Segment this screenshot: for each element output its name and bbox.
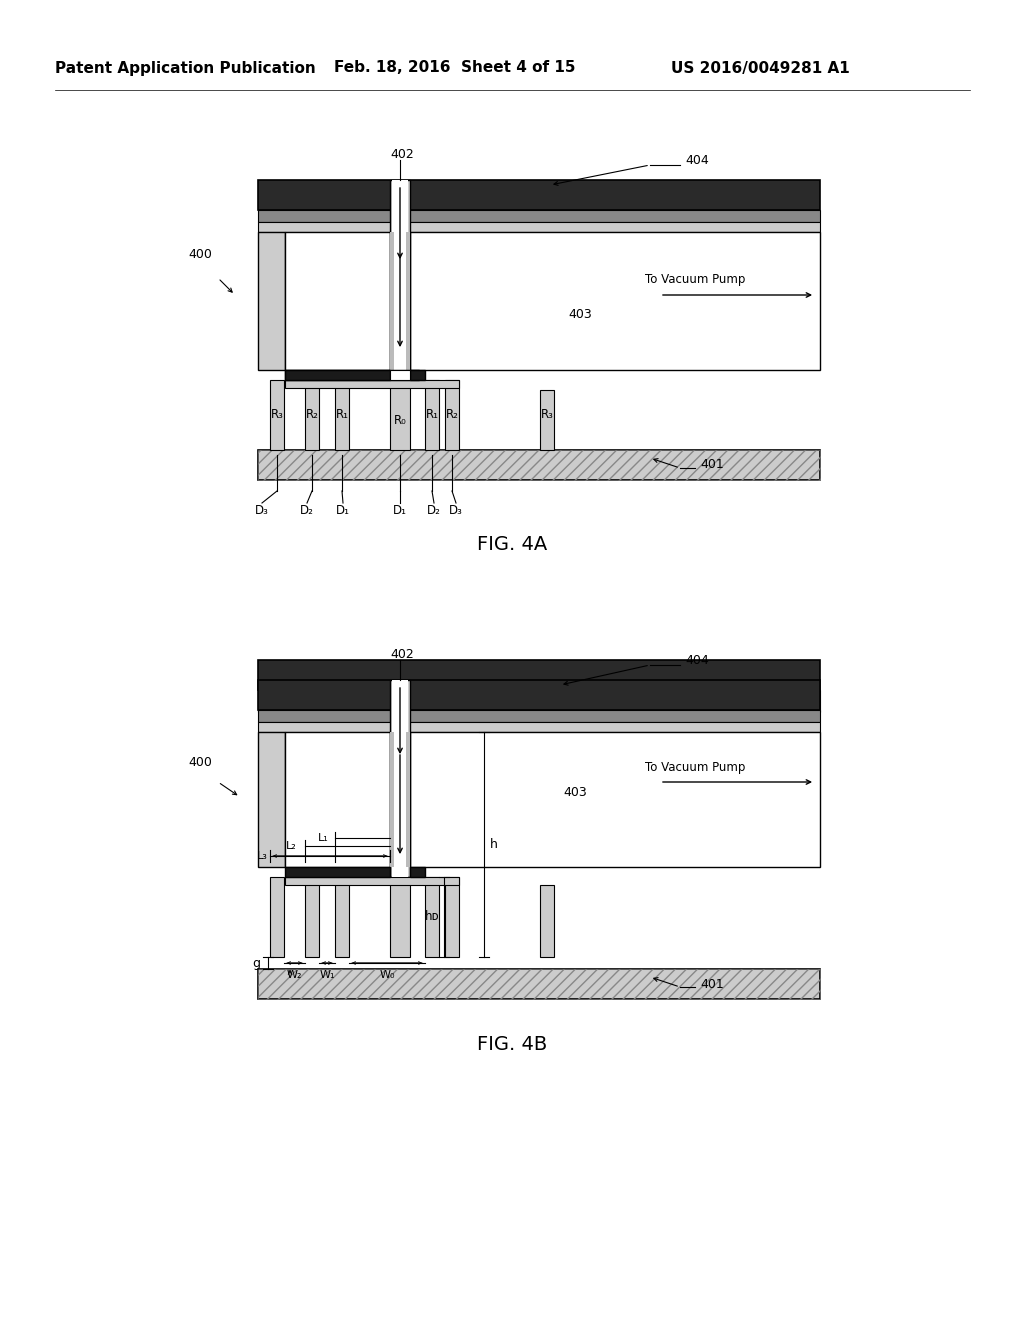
Bar: [410, 232, 820, 370]
Text: Patent Application Publication: Patent Application Publication: [54, 61, 315, 75]
Bar: [285, 380, 459, 388]
Bar: [285, 867, 390, 876]
Text: FIG. 4A: FIG. 4A: [477, 536, 547, 554]
Bar: [270, 380, 284, 450]
Text: R₂: R₂: [445, 408, 459, 421]
Text: D₂: D₂: [300, 504, 314, 517]
Text: g: g: [252, 957, 260, 969]
Text: R₁: R₁: [426, 408, 438, 421]
Bar: [258, 969, 820, 999]
Bar: [285, 876, 459, 884]
Bar: [390, 876, 410, 957]
Bar: [285, 733, 390, 867]
Text: D₁: D₁: [393, 504, 407, 517]
Text: 400: 400: [188, 755, 212, 768]
Bar: [410, 867, 425, 876]
Text: R₂: R₂: [305, 408, 318, 421]
Text: R₀: R₀: [393, 413, 407, 426]
Bar: [425, 380, 439, 450]
Bar: [285, 232, 390, 370]
Bar: [335, 876, 349, 957]
Text: To Vacuum Pump: To Vacuum Pump: [645, 273, 745, 286]
Text: 402: 402: [390, 149, 414, 161]
Bar: [410, 733, 820, 867]
Text: 403: 403: [568, 309, 592, 322]
Bar: [258, 733, 285, 867]
Text: 400: 400: [188, 248, 212, 261]
Bar: [335, 380, 349, 450]
Text: 403: 403: [563, 785, 587, 799]
Bar: [285, 370, 419, 380]
Bar: [258, 722, 820, 733]
Bar: [390, 380, 410, 450]
Bar: [258, 690, 820, 702]
Bar: [406, 232, 410, 370]
Bar: [305, 876, 319, 957]
Text: L₁: L₁: [318, 833, 329, 843]
Bar: [305, 380, 319, 450]
Bar: [392, 180, 408, 380]
Bar: [406, 733, 410, 867]
Bar: [390, 180, 410, 380]
Bar: [258, 660, 820, 690]
Text: US 2016/0049281 A1: US 2016/0049281 A1: [671, 61, 849, 75]
Bar: [258, 450, 820, 480]
Text: D₂: D₂: [427, 504, 441, 517]
Text: 404: 404: [685, 153, 709, 166]
Bar: [258, 702, 820, 711]
Bar: [390, 733, 394, 867]
Text: L₂: L₂: [287, 841, 297, 851]
Text: 401: 401: [700, 458, 724, 471]
Bar: [258, 450, 820, 480]
Bar: [258, 680, 820, 710]
Text: 402: 402: [390, 648, 414, 661]
Bar: [258, 232, 285, 370]
Bar: [410, 370, 425, 380]
Text: To Vacuum Pump: To Vacuum Pump: [645, 760, 745, 774]
Bar: [390, 680, 410, 876]
Bar: [445, 876, 459, 957]
Bar: [258, 210, 820, 222]
Text: R₃: R₃: [541, 408, 553, 421]
Text: h: h: [490, 837, 498, 850]
Text: W₁: W₁: [319, 970, 335, 979]
Text: D₃: D₃: [450, 504, 463, 517]
Bar: [258, 969, 820, 999]
Text: hᴅ: hᴅ: [425, 911, 439, 924]
Text: 404: 404: [685, 653, 709, 667]
Bar: [540, 884, 554, 957]
Bar: [285, 370, 390, 380]
Bar: [390, 232, 394, 370]
Text: W₀: W₀: [379, 970, 394, 979]
Bar: [258, 222, 820, 232]
Bar: [445, 380, 459, 450]
Bar: [258, 180, 820, 210]
Text: 401: 401: [700, 978, 724, 990]
Text: R₁: R₁: [336, 408, 348, 421]
Bar: [390, 370, 410, 380]
Bar: [540, 389, 554, 450]
Bar: [270, 876, 284, 957]
Text: Feb. 18, 2016  Sheet 4 of 15: Feb. 18, 2016 Sheet 4 of 15: [334, 61, 575, 75]
Bar: [392, 680, 408, 876]
Text: L₃: L₃: [257, 851, 268, 861]
Text: D₃: D₃: [255, 504, 269, 517]
Bar: [425, 876, 439, 957]
Text: R₃: R₃: [270, 408, 284, 421]
Bar: [258, 710, 820, 722]
Text: D₁: D₁: [336, 504, 350, 517]
Text: FIG. 4B: FIG. 4B: [477, 1035, 547, 1053]
Text: W₂: W₂: [287, 970, 302, 979]
